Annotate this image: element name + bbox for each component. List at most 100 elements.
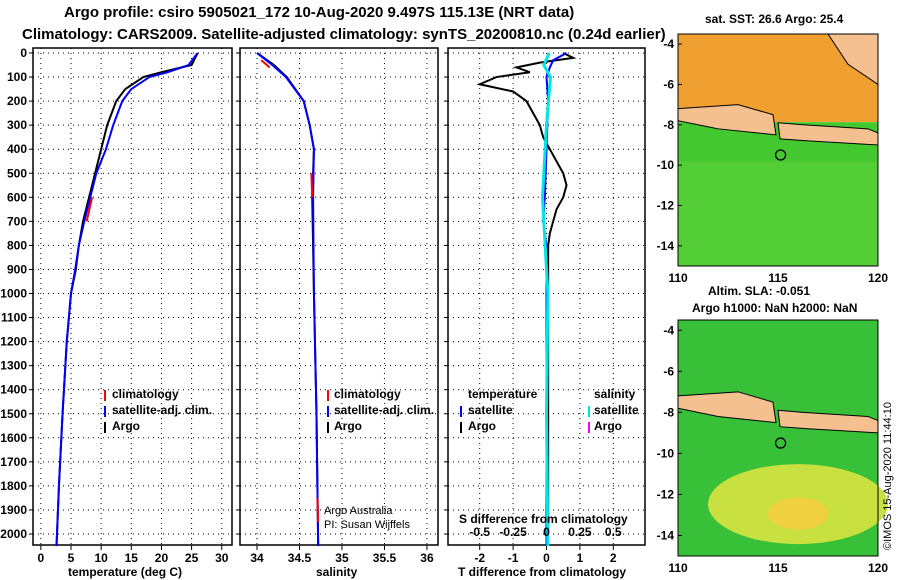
argo-location-marker	[774, 437, 787, 449]
map-x-tick-label: 110	[668, 271, 688, 285]
x-tick-label: 20	[155, 551, 169, 565]
top-x-tick-label: 0.5	[605, 525, 622, 539]
x-tick-label: -1	[508, 551, 519, 565]
legend-argo: Argo	[112, 419, 140, 433]
top-x-tick-label: -0.25	[499, 525, 527, 539]
map-y-tick-label: -12	[657, 487, 675, 501]
map-frame	[677, 33, 879, 267]
top-x-tick-label: -0.5	[469, 525, 490, 539]
map-y-tick-label: -14	[657, 239, 675, 253]
map-x-tick-label: 115	[768, 271, 788, 285]
y-tick-label: 1100	[1, 311, 27, 325]
y-tick-label: 1700	[0, 455, 27, 469]
y-tick-label: 1000	[0, 287, 27, 301]
series-argo	[55, 52, 199, 547]
y-tick-label: 1500	[0, 407, 27, 421]
series-climatology	[316, 497, 320, 523]
y-tick-label: 0	[20, 46, 27, 60]
top-x-tick-label: 0.25	[568, 525, 592, 539]
y-tick-label: 300	[7, 118, 27, 132]
series-climatology	[85, 197, 94, 222]
x-tick-label: 0	[37, 551, 44, 565]
x-tick-label: 30	[215, 551, 229, 565]
legend-climatology-s: climatology	[334, 387, 401, 401]
y-tick-label: 100	[7, 70, 27, 84]
top-axis-label: S difference from climatology	[459, 512, 628, 526]
x-tick-label: 35.5	[373, 551, 397, 565]
title-line-1: Argo profile: csiro 5905021_172 10-Aug-2…	[64, 4, 575, 21]
argo-location-marker	[774, 149, 787, 161]
map-sla	[677, 319, 888, 557]
x-tick-label: 35	[335, 551, 349, 565]
x-tick-label: 5	[68, 551, 75, 565]
map-sla-title-1: Altim. SLA: -0.051	[708, 284, 811, 298]
legend-temperature-title: temperature	[468, 387, 538, 401]
series-satellite-adj-clim-	[256, 52, 320, 547]
legend-t-satellite: satellite	[468, 403, 513, 417]
map-y-tick-label: -14	[657, 528, 675, 542]
y-tick-label: 200	[7, 94, 27, 108]
y-tick-label: 1200	[0, 335, 27, 349]
map-y-tick-label: -6	[663, 77, 674, 91]
x-label-tdiff: T difference from climatology	[458, 565, 627, 579]
top-x-tick-label: 0	[543, 525, 550, 539]
series-satellite-adj-clim-	[55, 52, 199, 547]
legend-salinity-title: salinity	[594, 387, 636, 401]
sla-peak	[768, 497, 828, 530]
y-tick-label: 1900	[0, 503, 27, 517]
map-x-tick-label: 110	[668, 561, 688, 575]
map-y-tick-label: -4	[663, 323, 674, 337]
series-climatology	[260, 59, 271, 69]
x-tick-label: 1	[577, 551, 584, 565]
plot-frame	[239, 47, 439, 546]
y-tick-label: 800	[7, 238, 27, 252]
map-y-tick-label: -4	[663, 37, 674, 51]
map-sst	[677, 33, 879, 267]
map-y-tick-label: -6	[663, 364, 674, 378]
map-sla-title-2: Argo h1000: NaN h2000: NaN	[692, 301, 858, 315]
y-tick-label: 1600	[0, 431, 27, 445]
plot-frame	[32, 47, 233, 546]
x-tick-label: 2	[610, 551, 617, 565]
y-tick-label: 400	[7, 142, 27, 156]
map-x-tick-label: 115	[768, 561, 788, 575]
watermark: ©IMOS 15-Aug-2020 11:44:10	[882, 402, 894, 550]
sst-region	[678, 161, 878, 266]
series-s-satellite	[540, 52, 553, 547]
map-y-tick-label: -8	[663, 118, 674, 132]
credit-line-2: PI: Susan Wijffels	[324, 519, 410, 531]
x-tick-label: 15	[125, 551, 139, 565]
y-tick-label: 2000	[0, 527, 27, 541]
credit-line-1: Argo Australia	[324, 505, 393, 517]
x-tick-label: -2	[474, 551, 485, 565]
y-tick-label: 1300	[0, 359, 27, 373]
x-tick-label: 34	[250, 551, 264, 565]
map-frame	[677, 319, 879, 557]
y-tick-label: 500	[7, 166, 27, 180]
legend-s-argo: Argo	[594, 419, 622, 433]
x-tick-label: 10	[94, 551, 108, 565]
map-x-tick-label: 120	[868, 271, 888, 285]
map-sst-title: sat. SST: 26.6 Argo: 25.4	[705, 12, 844, 26]
series-climatology	[310, 173, 314, 198]
x-tick-label: 0	[543, 551, 550, 565]
y-tick-label: 600	[7, 190, 27, 204]
y-tick-label: 1400	[0, 383, 27, 397]
x-label-temperature: temperature (deg C)	[68, 565, 183, 579]
legend-s-satellite: satellite	[594, 403, 639, 417]
series-t-argo	[476, 52, 577, 547]
map-y-tick-label: -10	[657, 158, 675, 172]
y-tick-label: 1800	[0, 479, 27, 493]
y-tick-label: 700	[7, 214, 27, 228]
legend-argo-s: Argo	[334, 419, 362, 433]
legend-satellite: satellite-adj. clim.	[112, 403, 213, 417]
x-tick-label: 34.5	[288, 551, 312, 565]
map-y-tick-label: -12	[657, 198, 675, 212]
x-tick-label: 25	[185, 551, 199, 565]
x-tick-label: 36	[420, 551, 434, 565]
x-label-salinity: salinity	[316, 565, 358, 579]
map-y-tick-label: -10	[657, 446, 675, 460]
title-line-2: Climatology: CARS2009. Satellite-adjuste…	[22, 26, 666, 43]
